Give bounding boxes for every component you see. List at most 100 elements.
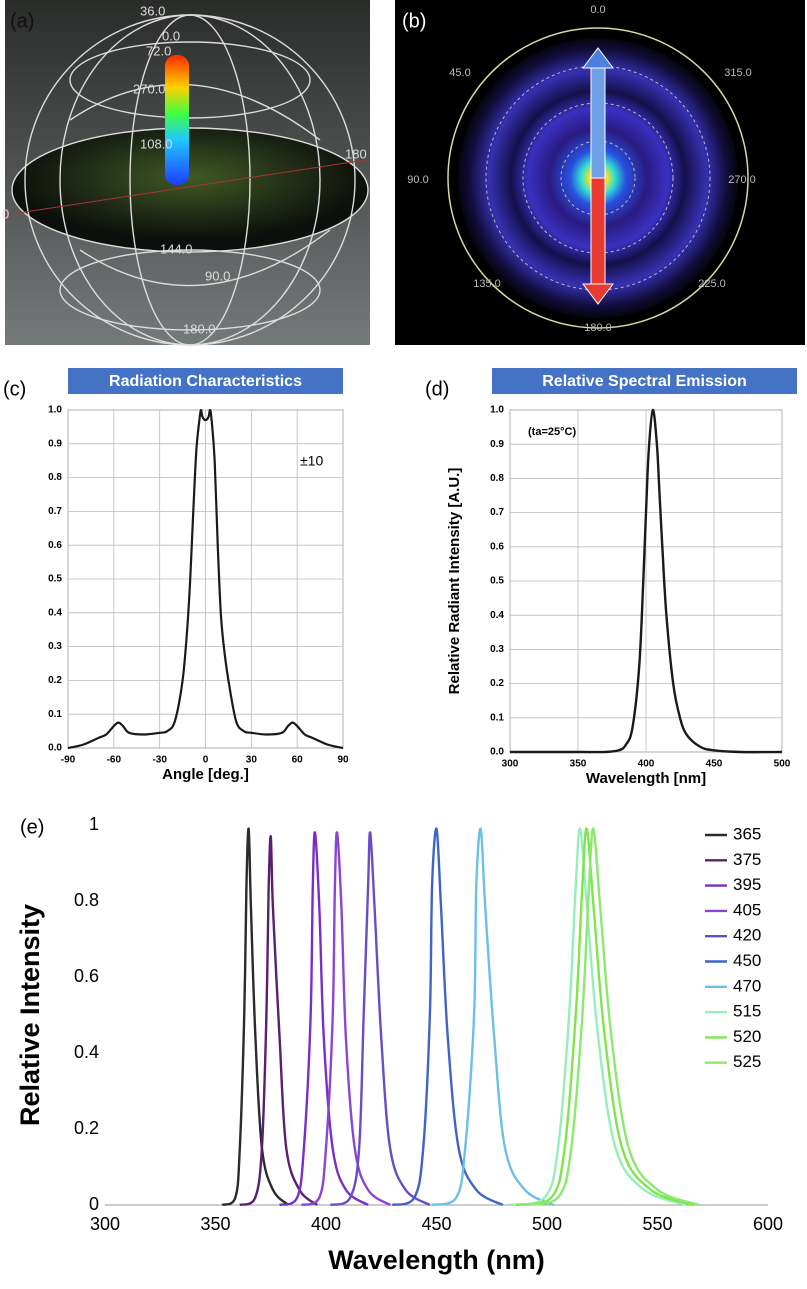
data-line: [301, 831, 391, 1207]
legend-label: 520: [733, 1027, 761, 1046]
data-line: [239, 835, 318, 1207]
label: 225.0: [698, 278, 726, 290]
label: 270.0: [133, 81, 166, 96]
polar-labels: 0.0 45.0 315.0 90.0 270.0 135.0 225.0 18…: [407, 4, 755, 334]
legend-label: 420: [733, 926, 761, 945]
chart-title: Radiation Characteristics: [109, 373, 302, 390]
label: 72.0: [146, 43, 171, 58]
panel-label: (e): [20, 816, 44, 838]
label: 270.0: [728, 174, 756, 186]
title-bar: [492, 368, 797, 394]
x-axis-label: Angle [deg.]: [162, 766, 249, 783]
legend-label: 405: [733, 900, 761, 919]
label: 90.0: [205, 268, 230, 283]
title-bar: [68, 368, 343, 394]
x-tick-label: 400: [638, 759, 655, 770]
label: 90.0: [407, 174, 428, 186]
y-tick-label: 1: [89, 814, 99, 834]
y-tick-label: 0.8: [490, 473, 504, 484]
y-tick-label: 0.4: [490, 610, 504, 621]
y-tick-label: 0.9: [490, 439, 504, 450]
legend-label: 450: [733, 951, 761, 970]
label: 0.0: [590, 4, 605, 16]
label: 108.0: [140, 136, 173, 151]
y-tick-label: 0.9: [48, 438, 62, 449]
panel-label: (b): [402, 10, 426, 32]
label: 135.0: [473, 278, 501, 290]
legend-label: 375: [733, 850, 761, 869]
disk: [12, 128, 368, 252]
x-tick-label: 450: [706, 759, 723, 770]
x-tick-label: 60: [292, 755, 304, 766]
x-tick-label: 0: [203, 755, 209, 766]
panel-label: (c): [3, 378, 26, 400]
x-tick-label: 500: [774, 759, 791, 770]
label: 36.0: [140, 3, 165, 18]
y-tick-label: 0.1: [48, 709, 62, 720]
y-axis-label: Relative Intensity: [15, 904, 45, 1126]
y-tick-label: 0.2: [74, 1118, 99, 1138]
y-tick-label: 0.6: [74, 966, 99, 986]
y-tick-label: 0.4: [48, 607, 62, 618]
y-tick-label: 0.2: [48, 675, 62, 686]
data-line: [279, 831, 369, 1207]
panel-label: (d): [425, 378, 449, 400]
data-line: [391, 827, 504, 1207]
label: 0: [2, 206, 9, 221]
x-tick-label: 400: [311, 1214, 341, 1234]
y-axis-label: Relative Radiant Intensity [A.U.]: [446, 468, 463, 695]
x-tick-label: -30: [152, 755, 167, 766]
x-tick-label: 500: [532, 1214, 562, 1234]
label: 180.0: [183, 321, 216, 336]
data-line: [522, 827, 700, 1207]
y-tick-label: 0.7: [490, 507, 504, 518]
data-line: [431, 827, 555, 1207]
x-tick-label: 600: [753, 1214, 783, 1234]
panel-a: 36.0 0.0 72.0 270.0 108.0 180 0 144.0 90…: [2, 0, 370, 346]
x-tick-label: 450: [421, 1214, 451, 1234]
x-axis-label: Wavelength (nm): [328, 1245, 545, 1275]
arrow-head: [582, 47, 614, 69]
y-tick-label: 0.3: [490, 644, 504, 655]
arrow-up: [590, 65, 606, 179]
legend-label: 515: [733, 1002, 761, 1021]
arrow-head: [582, 283, 614, 305]
label: 180.0: [584, 322, 612, 334]
sphere-wire: [11, 14, 369, 346]
data-line: [67, 408, 344, 750]
x-tick-label: 90: [337, 755, 349, 766]
legend-label: 365: [733, 824, 761, 843]
y-tick-label: 0.4: [74, 1042, 99, 1062]
x-tick-label: 350: [200, 1214, 230, 1234]
x-tick-label: 300: [90, 1214, 120, 1234]
x-tick-label: -60: [107, 755, 122, 766]
y-tick-label: 0.6: [490, 541, 504, 552]
y-tick-label: 0.5: [490, 576, 504, 587]
label: 180: [345, 146, 367, 161]
label: 144.0: [160, 241, 193, 256]
y-tick-label: 0.2: [490, 678, 504, 689]
y-tick-label: 0.7: [48, 506, 62, 517]
data-line: [509, 827, 687, 1207]
y-tick-label: 0.0: [48, 743, 62, 754]
panel-label: (a): [10, 10, 34, 32]
x-axis-label: Wavelength [nm]: [586, 770, 706, 787]
sphere-labels: 36.0 0.0 72.0 270.0 108.0 180 0 144.0 90…: [2, 3, 367, 336]
y-tick-label: 1.0: [490, 405, 504, 416]
panel-b: 0.0 45.0 315.0 90.0 270.0 135.0 225.0 18…: [395, 0, 805, 345]
y-tick-label: 0.8: [74, 890, 99, 910]
y-tick-label: 1.0: [48, 405, 62, 416]
y-tick-label: 0: [89, 1194, 99, 1214]
axis-line: [4, 159, 366, 216]
y-tick-label: 0.5: [48, 574, 62, 585]
x-tick-label: 300: [502, 759, 519, 770]
outer-circle: [447, 27, 749, 329]
y-tick-label: 0.1: [490, 712, 504, 723]
y-tick-label: 0.6: [48, 540, 62, 551]
chart-title: Relative Spectral Emission: [542, 373, 747, 390]
x-tick-label: 350: [570, 759, 587, 770]
x-tick-label: -90: [61, 755, 76, 766]
emission-lobe: [165, 55, 189, 185]
legend-label: 395: [733, 875, 761, 894]
